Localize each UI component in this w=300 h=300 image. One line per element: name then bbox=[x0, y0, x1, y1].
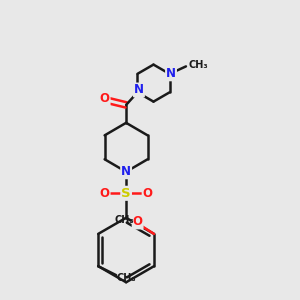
Text: CH₃: CH₃ bbox=[117, 272, 136, 283]
Text: N: N bbox=[134, 83, 144, 97]
Text: O: O bbox=[100, 92, 110, 105]
Text: N: N bbox=[166, 68, 176, 80]
Text: N: N bbox=[121, 165, 131, 178]
Text: CH₃: CH₃ bbox=[114, 215, 134, 225]
Text: O: O bbox=[133, 215, 142, 229]
Text: O: O bbox=[142, 187, 153, 200]
Text: O: O bbox=[100, 187, 110, 200]
Text: CH₃: CH₃ bbox=[189, 60, 208, 70]
Text: S: S bbox=[121, 187, 131, 200]
